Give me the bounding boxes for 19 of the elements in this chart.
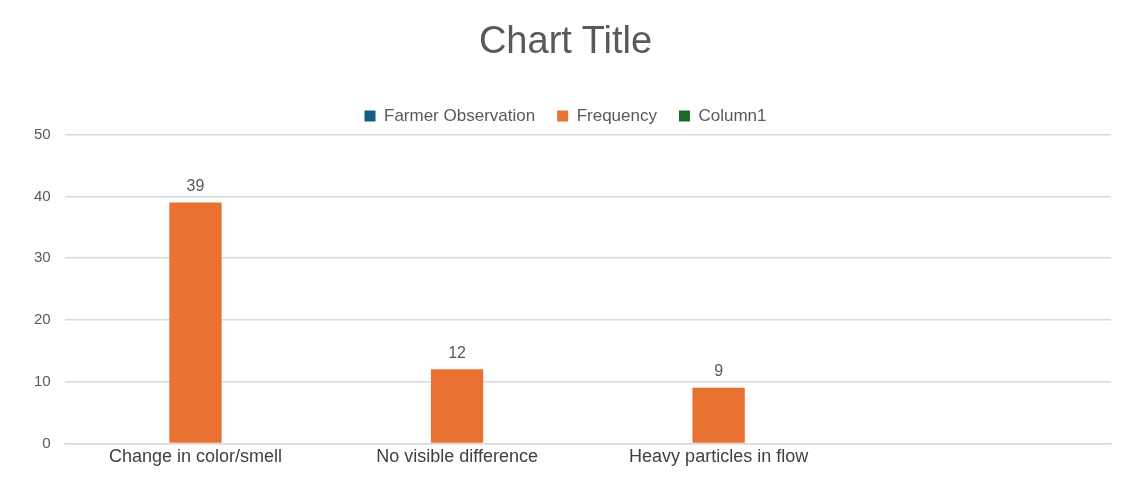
legend-label: Frequency	[576, 105, 658, 125]
y-tick-label: 10	[34, 371, 51, 389]
y-tick-label: 50	[34, 124, 51, 142]
y-tick-label: 40	[34, 186, 51, 204]
y-tick-label: 0	[42, 433, 51, 451]
bar	[692, 387, 745, 443]
y-tick-label: 30	[34, 248, 51, 266]
data-label: 9	[714, 362, 724, 380]
chart-title: Chart Title	[478, 19, 653, 62]
y-tick-label: 20	[34, 310, 51, 328]
bar	[169, 202, 222, 443]
x-tick-label: No visible difference	[376, 446, 538, 467]
data-label: 12	[448, 343, 467, 361]
legend-label: Column1	[698, 105, 767, 125]
bar	[430, 369, 484, 443]
x-tick-label: Change in color/smell	[108, 446, 283, 467]
legend-label: Farmer Observation	[384, 105, 536, 125]
data-label: 39	[186, 176, 205, 194]
x-tick-label: Heavy particles in flow	[629, 446, 810, 467]
